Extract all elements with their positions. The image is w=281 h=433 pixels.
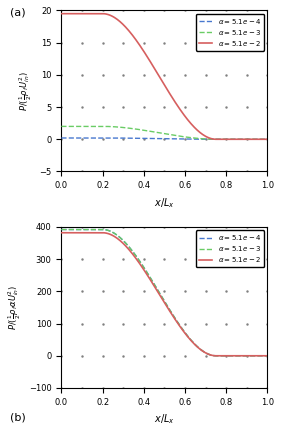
- X-axis label: $x/L_x$: $x/L_x$: [154, 196, 175, 210]
- Y-axis label: $P/(\frac{1}{2}\rho_f U_{in}^2)$: $P/(\frac{1}{2}\rho_f U_{in}^2)$: [17, 71, 34, 111]
- Text: (b): (b): [10, 412, 26, 422]
- Legend: $\alpha = 5.1e-4$, $\alpha = 5.1e-3$, $\alpha = 5.1e-2$: $\alpha = 5.1e-4$, $\alpha = 5.1e-3$, $\…: [196, 230, 264, 267]
- Text: (a): (a): [10, 7, 26, 17]
- Y-axis label: $P/(\frac{1}{2}\rho_f \alpha U_{in}^2)$: $P/(\frac{1}{2}\rho_f \alpha U_{in}^2)$: [7, 285, 23, 330]
- X-axis label: $x/L_x$: $x/L_x$: [154, 412, 175, 426]
- Legend: $\alpha = 5.1e-4$, $\alpha = 5.1e-3$, $\alpha = 5.1e-2$: $\alpha = 5.1e-4$, $\alpha = 5.1e-3$, $\…: [196, 14, 264, 51]
